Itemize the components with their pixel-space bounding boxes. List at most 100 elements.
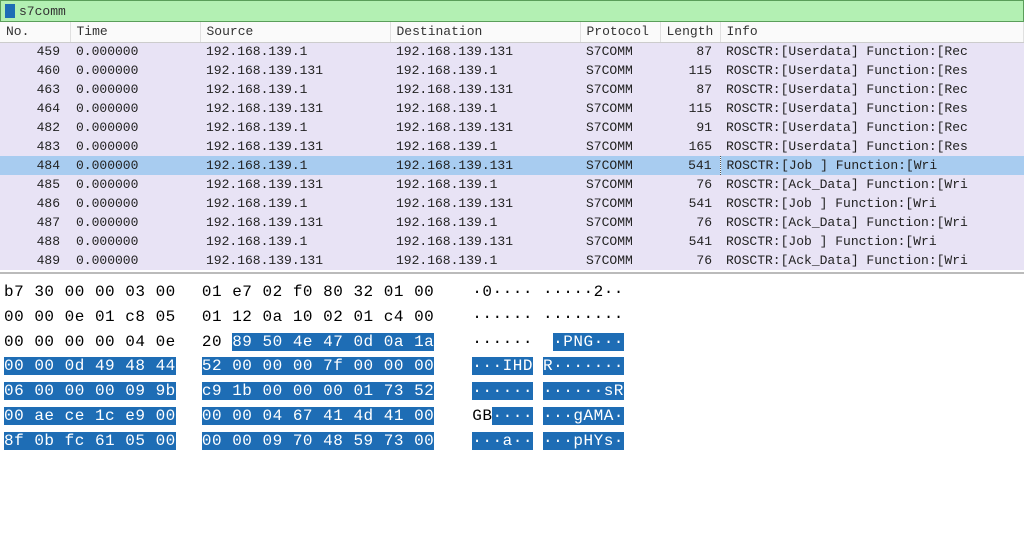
packet-row[interactable]: 4870.000000192.168.139.131192.168.139.1S… [0,213,1024,232]
packet-row[interactable]: 4600.000000192.168.139.131192.168.139.1S… [0,61,1024,80]
cell-info: ROSCTR:[Job ] Function:[Wri [720,194,1024,213]
cell-info: ROSCTR:[Ack_Data] Function:[Wri [720,175,1024,194]
cell-src: 192.168.139.131 [200,175,390,194]
packet-row[interactable]: 4640.000000192.168.139.131192.168.139.1S… [0,99,1024,118]
cell-src: 192.168.139.131 [200,213,390,232]
cell-dst: 192.168.139.131 [390,42,580,61]
cell-no: 486 [0,194,70,213]
cell-proto: S7COMM [580,194,660,213]
cell-time: 0.000000 [70,80,200,99]
packet-list-body[interactable]: 4590.000000192.168.139.1192.168.139.131S… [0,42,1024,270]
hex-row: b7 30 00 00 03 00 01 e7 02 f0 80 32 01 0… [4,280,1020,305]
col-header-time[interactable]: Time [70,22,200,42]
cell-proto: S7COMM [580,118,660,137]
cell-info: ROSCTR:[Userdata] Function:[Res [720,99,1024,118]
cell-time: 0.000000 [70,251,200,270]
cell-dst: 192.168.139.131 [390,80,580,99]
cell-dst: 192.168.139.131 [390,118,580,137]
cell-time: 0.000000 [70,194,200,213]
cell-no: 460 [0,61,70,80]
cell-len: 541 [660,232,720,251]
cell-no: 463 [0,80,70,99]
col-header-protocol[interactable]: Protocol [580,22,660,42]
cell-no: 485 [0,175,70,194]
cell-src: 192.168.139.131 [200,99,390,118]
cell-dst: 192.168.139.131 [390,194,580,213]
cell-no: 464 [0,99,70,118]
cell-dst: 192.168.139.1 [390,251,580,270]
col-header-no[interactable]: No. [0,22,70,42]
cell-len: 87 [660,80,720,99]
cell-src: 192.168.139.1 [200,156,390,175]
hex-row: 00 00 0e 01 c8 05 01 12 0a 10 02 01 c4 0… [4,305,1020,330]
cell-proto: S7COMM [580,137,660,156]
hex-row: 8f 0b fc 61 05 00 00 00 09 70 48 59 73 0… [4,429,1020,454]
packet-row[interactable]: 4830.000000192.168.139.131192.168.139.1S… [0,137,1024,156]
cell-proto: S7COMM [580,232,660,251]
cell-src: 192.168.139.1 [200,118,390,137]
packet-row[interactable]: 4840.000000192.168.139.1192.168.139.131S… [0,156,1024,175]
packet-row[interactable]: 4880.000000192.168.139.1192.168.139.131S… [0,232,1024,251]
header-row: No. Time Source Destination Protocol Len… [0,22,1024,42]
bookmark-icon [5,4,15,18]
cell-info: ROSCTR:[Userdata] Function:[Res [720,61,1024,80]
col-header-source[interactable]: Source [200,22,390,42]
cell-no: 487 [0,213,70,232]
col-header-destination[interactable]: Destination [390,22,580,42]
cell-no: 488 [0,232,70,251]
packet-list-table: No. Time Source Destination Protocol Len… [0,22,1024,270]
cell-time: 0.000000 [70,156,200,175]
cell-info: ROSCTR:[Ack_Data] Function:[Wri [720,213,1024,232]
hex-row: 00 00 00 00 04 0e 20 89 50 4e 47 0d 0a 1… [4,330,1020,355]
cell-time: 0.000000 [70,175,200,194]
filter-input[interactable]: s7comm [19,4,66,19]
cell-proto: S7COMM [580,175,660,194]
packet-row[interactable]: 4630.000000192.168.139.1192.168.139.131S… [0,80,1024,99]
cell-info: ROSCTR:[Userdata] Function:[Res [720,137,1024,156]
cell-len: 541 [660,156,720,175]
cell-time: 0.000000 [70,118,200,137]
cell-len: 115 [660,61,720,80]
cell-time: 0.000000 [70,232,200,251]
cell-dst: 192.168.139.131 [390,156,580,175]
cell-dst: 192.168.139.1 [390,175,580,194]
cell-dst: 192.168.139.1 [390,137,580,156]
cell-len: 165 [660,137,720,156]
cell-src: 192.168.139.1 [200,42,390,61]
cell-len: 115 [660,99,720,118]
cell-dst: 192.168.139.131 [390,232,580,251]
cell-src: 192.168.139.1 [200,232,390,251]
cell-time: 0.000000 [70,61,200,80]
packet-row[interactable]: 4590.000000192.168.139.1192.168.139.131S… [0,42,1024,61]
cell-time: 0.000000 [70,99,200,118]
cell-proto: S7COMM [580,156,660,175]
cell-dst: 192.168.139.1 [390,213,580,232]
col-header-length[interactable]: Length [660,22,720,42]
col-header-info[interactable]: Info [720,22,1024,42]
packet-row[interactable]: 4820.000000192.168.139.1192.168.139.131S… [0,118,1024,137]
cell-no: 483 [0,137,70,156]
hex-row: 00 00 0d 49 48 44 52 00 00 00 7f 00 00 0… [4,354,1020,379]
packet-row[interactable]: 4860.000000192.168.139.1192.168.139.131S… [0,194,1024,213]
cell-len: 76 [660,213,720,232]
cell-dst: 192.168.139.1 [390,61,580,80]
cell-len: 91 [660,118,720,137]
cell-proto: S7COMM [580,61,660,80]
cell-proto: S7COMM [580,213,660,232]
hex-row: 06 00 00 00 09 9b c9 1b 00 00 00 01 73 5… [4,379,1020,404]
cell-len: 76 [660,251,720,270]
hex-dump-pane[interactable]: b7 30 00 00 03 00 01 e7 02 f0 80 32 01 0… [0,272,1024,454]
cell-src: 192.168.139.1 [200,194,390,213]
cell-proto: S7COMM [580,42,660,61]
display-filter-bar[interactable]: s7comm [0,0,1024,22]
cell-src: 192.168.139.1 [200,80,390,99]
packet-row[interactable]: 4850.000000192.168.139.131192.168.139.1S… [0,175,1024,194]
packet-row[interactable]: 4890.000000192.168.139.131192.168.139.1S… [0,251,1024,270]
cell-src: 192.168.139.131 [200,251,390,270]
cell-info: ROSCTR:[Userdata] Function:[Rec [720,80,1024,99]
cell-len: 541 [660,194,720,213]
cell-proto: S7COMM [580,251,660,270]
cell-info: ROSCTR:[Ack_Data] Function:[Wri [720,251,1024,270]
cell-proto: S7COMM [580,80,660,99]
cell-time: 0.000000 [70,213,200,232]
